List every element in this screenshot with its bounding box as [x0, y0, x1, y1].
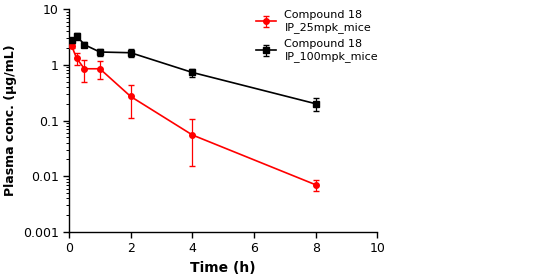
Legend: Compound 18
IP_25mpk_mice, Compound 18
IP_100mpk_mice: Compound 18 IP_25mpk_mice, Compound 18 I… — [255, 10, 378, 62]
Y-axis label: Plasma conc. (μg/mL): Plasma conc. (μg/mL) — [4, 45, 17, 196]
X-axis label: Time (h): Time (h) — [190, 261, 256, 275]
